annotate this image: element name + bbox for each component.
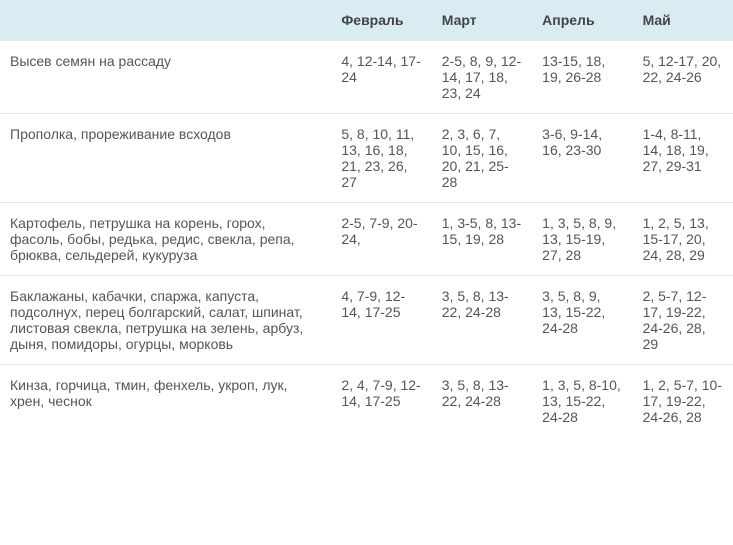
cell-value: 1, 3, 5, 8-10, 13, 15-22, 24-28	[532, 365, 632, 438]
cell-value: 1-4, 8-11, 14, 18, 19, 27, 29-31	[633, 114, 733, 203]
cell-value: 3, 5, 8, 13-22, 24-28	[432, 276, 532, 365]
row-label: Высев семян на рассаду	[0, 41, 331, 114]
cell-value: 4, 7-9, 12-14, 17-25	[331, 276, 431, 365]
cell-value: 1, 2, 5-7, 10-17, 19-22, 24-26, 28	[633, 365, 733, 438]
col-header-apr: Апрель	[532, 0, 632, 41]
table-row: Высев семян на рассаду 4, 12-14, 17-24 2…	[0, 41, 733, 114]
cell-value: 2, 3, 6, 7, 10, 15, 16, 20, 21, 25-28	[432, 114, 532, 203]
cell-value: 2, 5-7, 12-17, 19-22, 24-26, 28, 29	[633, 276, 733, 365]
table-header-row: Февраль Март Апрель Май	[0, 0, 733, 41]
cell-value: 1, 3, 5, 8, 9, 13, 15-19, 27, 28	[532, 203, 632, 276]
col-header-label	[0, 0, 331, 41]
cell-value: 2, 4, 7-9, 12-14, 17-25	[331, 365, 431, 438]
row-label: Баклажаны, кабачки, спаржа, капуста, под…	[0, 276, 331, 365]
cell-value: 1, 2, 5, 13, 15-17, 20, 24, 28, 29	[633, 203, 733, 276]
cell-value: 3, 5, 8, 13-22, 24-28	[432, 365, 532, 438]
cell-value: 5, 8, 10, 11, 13, 16, 18, 21, 23, 26, 27	[331, 114, 431, 203]
cell-value: 5, 12-17, 20, 22, 24-26	[633, 41, 733, 114]
col-header-feb: Февраль	[331, 0, 431, 41]
table-row: Прополка, прореживание всходов 5, 8, 10,…	[0, 114, 733, 203]
planting-calendar-table: Февраль Март Апрель Май Высев семян на р…	[0, 0, 733, 437]
cell-value: 1, 3-5, 8, 13-15, 19, 28	[432, 203, 532, 276]
cell-value: 13-15, 18, 19, 26-28	[532, 41, 632, 114]
cell-value: 3, 5, 8, 9, 13, 15-22, 24-28	[532, 276, 632, 365]
row-label: Картофель, петрушка на корень, горох, фа…	[0, 203, 331, 276]
cell-value: 2-5, 8, 9, 12-14, 17, 18, 23, 24	[432, 41, 532, 114]
table-row: Баклажаны, кабачки, спаржа, капуста, под…	[0, 276, 733, 365]
table-row: Кинза, горчица, тмин, фенхель, укроп, лу…	[0, 365, 733, 438]
row-label: Кинза, горчица, тмин, фенхель, укроп, лу…	[0, 365, 331, 438]
table-row: Картофель, петрушка на корень, горох, фа…	[0, 203, 733, 276]
cell-value: 4, 12-14, 17-24	[331, 41, 431, 114]
cell-value: 2-5, 7-9, 20-24,	[331, 203, 431, 276]
col-header-may: Май	[633, 0, 733, 41]
cell-value: 3-6, 9-14, 16, 23-30	[532, 114, 632, 203]
col-header-mar: Март	[432, 0, 532, 41]
row-label: Прополка, прореживание всходов	[0, 114, 331, 203]
